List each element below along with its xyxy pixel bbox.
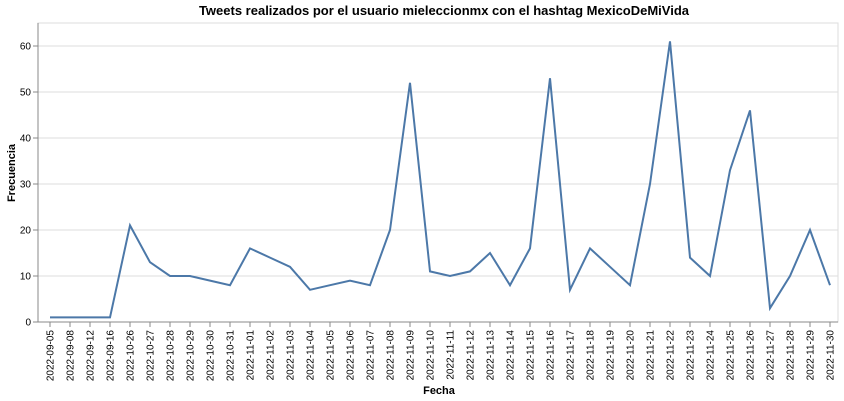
x-tick-label: 2022-11-13 xyxy=(486,330,497,381)
y-tick-label: 40 xyxy=(20,134,32,145)
x-axis-title: Fecha xyxy=(423,385,456,397)
x-tick-label: 2022-11-18 xyxy=(586,330,597,381)
x-tick-label: 2022-09-08 xyxy=(66,330,77,382)
data-point xyxy=(508,283,512,287)
x-tick-label: 2022-11-07 xyxy=(366,330,377,381)
y-tick-label: 20 xyxy=(20,226,32,237)
data-point xyxy=(288,265,292,269)
x-tick-label: 2022-11-24 xyxy=(706,330,717,381)
data-point xyxy=(628,283,632,287)
x-tick-label: 2022-11-22 xyxy=(666,330,677,381)
data-point xyxy=(308,288,312,292)
data-point xyxy=(48,315,52,319)
x-tick-label: 2022-11-29 xyxy=(806,330,817,381)
x-tick-label: 2022-11-16 xyxy=(546,330,557,381)
data-point xyxy=(548,76,552,80)
data-point xyxy=(748,108,752,112)
x-tick-label: 2022-11-03 xyxy=(286,330,297,381)
data-point xyxy=(208,279,212,283)
x-tick-label: 2022-11-02 xyxy=(266,330,277,381)
data-point xyxy=(388,228,392,232)
data-point xyxy=(428,269,432,273)
data-point xyxy=(468,269,472,273)
data-point xyxy=(488,251,492,255)
x-tick-label: 2022-11-15 xyxy=(526,330,537,381)
x-tick-label: 2022-11-23 xyxy=(686,330,697,381)
data-point xyxy=(668,39,672,43)
data-point xyxy=(588,246,592,250)
data-point xyxy=(248,246,252,250)
x-tick-label: 2022-11-01 xyxy=(246,330,257,381)
x-tick-label: 2022-09-16 xyxy=(106,330,117,382)
data-point xyxy=(328,283,332,287)
data-point xyxy=(528,246,532,250)
data-point xyxy=(148,260,152,264)
x-tick-label: 2022-11-05 xyxy=(326,330,337,381)
x-tick-label: 2022-10-28 xyxy=(166,330,177,382)
data-point xyxy=(188,274,192,278)
y-tick-label: 0 xyxy=(25,318,31,329)
axes: 0 10 20 30 40 50 60 2022-09-05 2022-09-08 2022-09… xyxy=(20,23,838,381)
y-tick-label: 60 xyxy=(20,42,32,53)
x-tick-label: 2022-09-05 xyxy=(46,330,57,382)
x-tick-label: 2022-11-12 xyxy=(466,330,477,381)
data-point xyxy=(348,279,352,283)
data-point xyxy=(568,288,572,292)
x-tick-label: 2022-11-14 xyxy=(506,330,517,381)
x-tick-label: 2022-11-26 xyxy=(746,330,757,381)
grid xyxy=(37,22,839,323)
data-point xyxy=(728,168,732,172)
data-point xyxy=(708,274,712,278)
x-tick-label: 2022-10-27 xyxy=(146,330,157,382)
y-tick-label: 50 xyxy=(20,88,32,99)
data-point xyxy=(808,228,812,232)
data-point xyxy=(268,256,272,260)
y-tick-label: 10 xyxy=(20,272,32,283)
series-line xyxy=(50,41,831,319)
x-tick-label: 2022-09-12 xyxy=(86,330,97,382)
x-tick-label: 2022-11-28 xyxy=(786,330,797,381)
x-tick-label: 2022-11-06 xyxy=(346,330,357,381)
x-tick-label: 2022-11-19 xyxy=(606,330,617,381)
data-point xyxy=(408,81,412,85)
data-point xyxy=(768,306,772,310)
x-tick-label: 2022-11-25 xyxy=(726,330,737,381)
x-tick-label: 2022-11-21 xyxy=(646,330,657,381)
x-tick-label: 2022-11-10 xyxy=(426,330,437,381)
series xyxy=(48,39,832,319)
y-tick-label: 30 xyxy=(20,180,32,191)
x-tick-label: 2022-11-04 xyxy=(306,330,317,381)
x-tick-label: 2022-10-29 xyxy=(186,330,197,382)
x-tick-label: 2022-10-31 xyxy=(226,330,237,382)
y-axis-title: Frecuencia xyxy=(6,143,18,202)
data-point xyxy=(448,274,452,278)
x-tick-label: 2022-11-20 xyxy=(626,330,637,381)
data-point xyxy=(108,315,112,319)
chart-title: Tweets realizados por el usuario mielecc… xyxy=(199,3,690,18)
data-point xyxy=(788,274,792,278)
data-point xyxy=(688,256,692,260)
data-point xyxy=(88,315,92,319)
x-tick-label: 2022-11-09 xyxy=(406,330,417,381)
x-tick-label: 2022-10-26 xyxy=(126,330,137,382)
x-tick-label: 2022-10-30 xyxy=(206,330,217,382)
data-point xyxy=(608,265,612,269)
data-point xyxy=(168,274,172,278)
data-point xyxy=(368,283,372,287)
x-tick-label: 2022-11-08 xyxy=(386,330,397,381)
x-tick-label: 2022-11-17 xyxy=(566,330,577,381)
x-tick-label: 2022-11-11 xyxy=(446,330,457,380)
data-point xyxy=(128,223,132,227)
data-point xyxy=(68,315,72,319)
x-tick-label: 2022-11-27 xyxy=(766,330,777,381)
x-tick-label: 2022-11-30 xyxy=(826,330,837,381)
data-point xyxy=(828,283,832,287)
data-point xyxy=(228,283,232,287)
plot-frame xyxy=(37,22,839,323)
data-point xyxy=(648,182,652,186)
